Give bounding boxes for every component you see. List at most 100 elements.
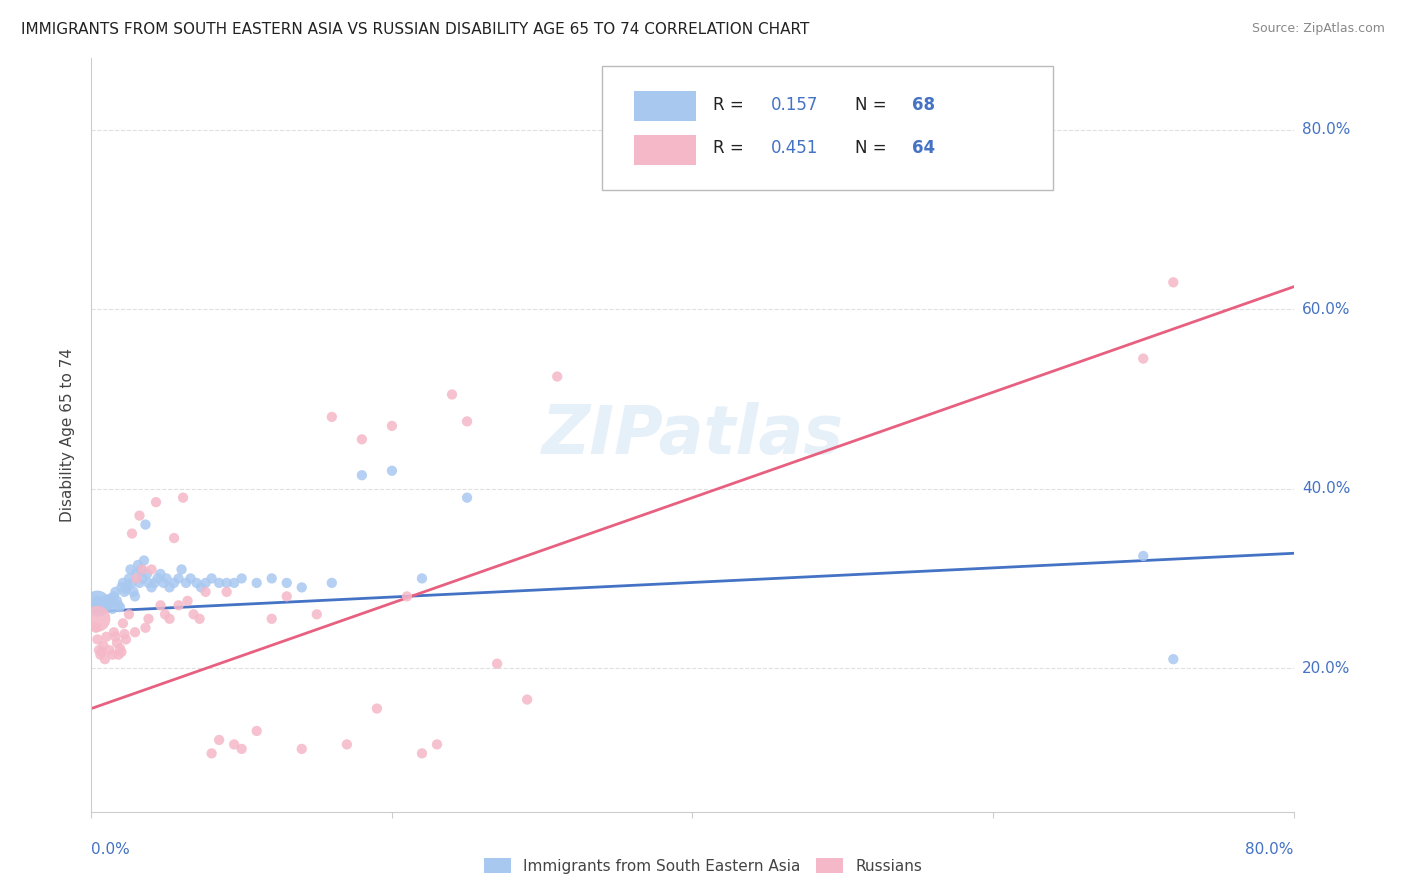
Point <box>260 612 283 626</box>
Point <box>96 599 118 614</box>
Point <box>1161 275 1184 289</box>
Point <box>190 581 212 595</box>
Point <box>86 594 108 608</box>
Text: ZIPatlas: ZIPatlas <box>541 402 844 467</box>
Text: 0.451: 0.451 <box>770 139 818 157</box>
Point <box>124 590 146 604</box>
Text: 20.0%: 20.0% <box>1302 661 1350 675</box>
Point <box>86 632 108 647</box>
Point <box>110 581 132 595</box>
Point <box>125 566 148 581</box>
Point <box>124 625 146 640</box>
Point <box>231 742 253 756</box>
Point <box>440 387 463 401</box>
Point <box>86 597 108 611</box>
FancyBboxPatch shape <box>602 65 1053 190</box>
Point <box>128 508 150 523</box>
Point <box>103 625 125 640</box>
Point <box>159 581 181 595</box>
Point <box>546 369 568 384</box>
Point <box>89 648 111 662</box>
Point <box>321 575 343 590</box>
Point <box>107 648 129 662</box>
Point <box>159 612 181 626</box>
Point <box>110 645 132 659</box>
Point <box>246 723 269 738</box>
Point <box>456 414 478 428</box>
Point <box>141 581 163 595</box>
Point <box>215 585 238 599</box>
Point <box>350 433 373 447</box>
Text: 40.0%: 40.0% <box>1302 481 1350 496</box>
Point <box>101 648 124 662</box>
Point <box>350 468 373 483</box>
Point <box>84 621 107 635</box>
Point <box>114 585 136 599</box>
Point <box>381 464 404 478</box>
Point <box>138 575 160 590</box>
Text: 60.0%: 60.0% <box>1302 301 1350 317</box>
Point <box>260 571 283 585</box>
Point <box>121 526 143 541</box>
Text: R =: R = <box>713 139 749 157</box>
Point <box>143 575 166 590</box>
Point <box>105 636 128 650</box>
Point <box>516 692 538 706</box>
Point <box>224 738 246 752</box>
Point <box>86 612 108 626</box>
Text: 64: 64 <box>912 139 935 157</box>
Point <box>89 597 111 611</box>
Point <box>138 612 160 626</box>
Point <box>172 491 194 505</box>
Point <box>336 738 359 752</box>
Text: 68: 68 <box>912 95 935 113</box>
Point <box>94 652 117 666</box>
Point <box>132 553 155 567</box>
Point <box>122 585 145 599</box>
Point <box>87 600 110 615</box>
Point <box>108 641 131 656</box>
Point <box>115 582 138 597</box>
Point <box>215 575 238 590</box>
Point <box>134 621 156 635</box>
Point <box>84 599 107 613</box>
Text: 0.157: 0.157 <box>770 95 818 113</box>
Point <box>117 578 139 592</box>
Point <box>111 616 134 631</box>
Point <box>121 575 143 590</box>
Point <box>118 607 141 622</box>
Point <box>115 632 138 647</box>
Point <box>96 593 118 607</box>
Point <box>180 571 202 585</box>
Point <box>291 581 314 595</box>
Point <box>246 575 269 590</box>
Point <box>141 562 163 576</box>
Point <box>155 571 177 585</box>
Point <box>201 571 224 585</box>
Point <box>96 630 118 644</box>
Point <box>426 738 449 752</box>
Point <box>100 591 122 606</box>
Point <box>411 571 433 585</box>
Point <box>90 603 112 617</box>
FancyBboxPatch shape <box>634 135 696 165</box>
Point <box>118 571 141 585</box>
Point <box>127 558 149 572</box>
Point <box>208 733 231 747</box>
Point <box>456 491 478 505</box>
Y-axis label: Disability Age 65 to 74: Disability Age 65 to 74 <box>60 348 76 522</box>
Point <box>97 595 120 609</box>
Point <box>276 575 298 590</box>
Point <box>87 643 110 657</box>
Point <box>183 607 205 622</box>
Point <box>201 747 224 761</box>
Point <box>167 599 190 613</box>
Text: 0.0%: 0.0% <box>91 842 131 857</box>
Point <box>114 627 136 641</box>
Point <box>305 607 328 622</box>
Point <box>152 575 174 590</box>
Point <box>145 495 167 509</box>
Point <box>208 575 231 590</box>
Point <box>129 562 152 576</box>
Point <box>93 639 115 653</box>
